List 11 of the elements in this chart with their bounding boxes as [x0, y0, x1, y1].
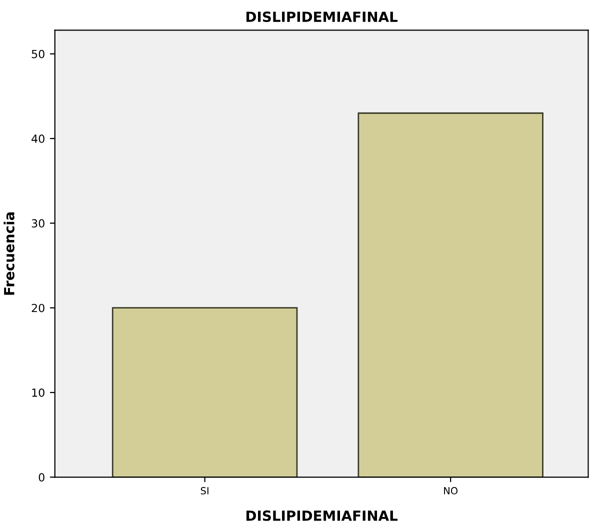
y-tick-label: 20 — [32, 304, 44, 312]
x-axis-title: DISLIPIDEMIAFINAL — [246, 510, 398, 521]
y-tick-label: 30 — [32, 219, 44, 228]
y-tick-label: 50 — [32, 50, 44, 58]
y-axis-title: Frecuencia — [4, 212, 14, 295]
x-tick-label: NO — [444, 487, 458, 494]
chart-title: DISLIPIDEMIAFINAL — [246, 12, 398, 22]
x-tick-label: SI — [200, 487, 208, 494]
y-tick-label: 10 — [32, 388, 44, 397]
y-tick-label: 0 — [38, 473, 44, 482]
y-tick-label: 40 — [32, 134, 44, 143]
